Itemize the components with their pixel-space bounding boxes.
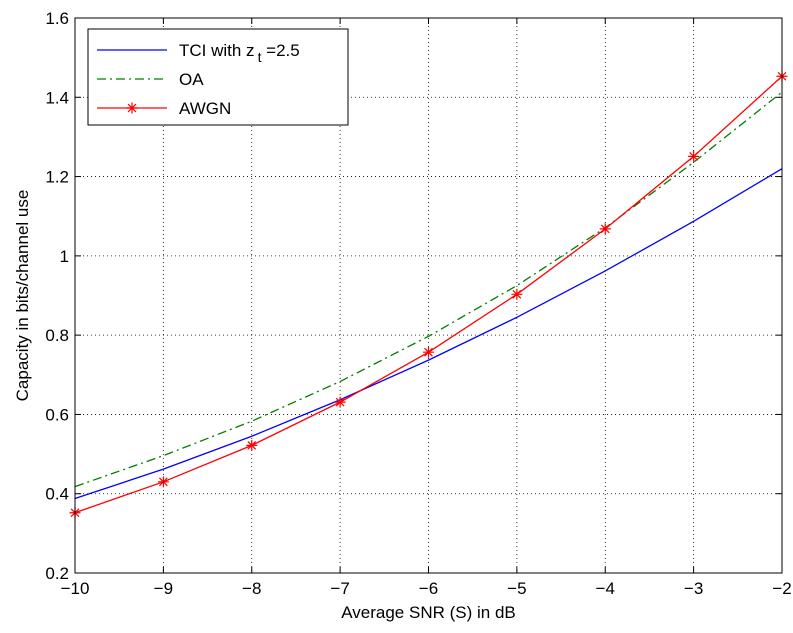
y-tick-label: 1.4 (45, 88, 69, 107)
series-line (74, 168, 783, 500)
x-tick-label: −3 (684, 579, 703, 598)
x-tick-label: −5 (507, 579, 526, 598)
y-tick-label: 0.8 (45, 326, 69, 345)
x-tick-label: −8 (242, 579, 261, 598)
legend-label: OA (179, 70, 204, 89)
data-point-marker (126, 102, 138, 114)
data-point-marker (157, 476, 169, 488)
data-point-marker (423, 346, 434, 358)
y-tick-label: 1.6 (45, 9, 69, 28)
y-axis-label: Capacity in bits/channel use (13, 190, 32, 402)
series-line (74, 91, 783, 488)
series-tci-with-z-t-2-5 (74, 168, 783, 500)
x-tick-label: −6 (419, 579, 438, 598)
tick-labels: −10 −9 −8 −7 −6 −5 −4 −3 −2 0.2 0.4 0.6 0.8 1 1.2 1.4 1.… (45, 9, 791, 598)
legend-entry: OA (97, 70, 204, 89)
x-tick-label: −9 (154, 579, 173, 598)
y-tick-label: 1 (60, 247, 69, 266)
data-point-marker (688, 150, 700, 162)
x-tick-label: −4 (596, 579, 615, 598)
x-tick-label: −10 (61, 579, 90, 598)
y-tick-label: 0.4 (45, 485, 69, 504)
x-tick-label: −2 (772, 579, 791, 598)
data-point-marker (246, 439, 258, 451)
y-tick-label: 1.2 (45, 168, 69, 187)
legend-label: AWGN (179, 99, 231, 118)
data-point-marker (599, 223, 611, 235)
data-point-marker (334, 396, 346, 408)
series-oa (74, 91, 783, 488)
axes (74, 17, 783, 574)
y-tick-label: 0.2 (45, 564, 69, 583)
data-point-marker (511, 288, 523, 300)
y-tick-label: 0.6 (45, 405, 69, 424)
x-tick-label: −7 (330, 579, 349, 598)
x-axis-label: Average SNR (S) in dB (341, 603, 515, 622)
legend-entry: AWGN (97, 99, 231, 118)
